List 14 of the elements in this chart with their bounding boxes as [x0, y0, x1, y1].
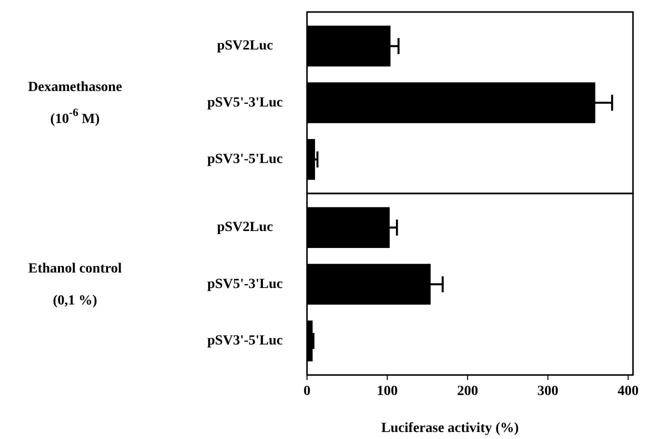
x-axis-title: Luciferase activity (%): [381, 421, 520, 436]
y-tick-label: pSV3'-5'Luc: [207, 152, 283, 167]
y-tick-label: pSV2Luc: [216, 38, 274, 54]
text: Ethanol control (0,1 %): [28, 260, 122, 308]
x-tick-label: 400: [618, 384, 639, 399]
y-tick-label: pSV3'-5'Luc: [207, 333, 283, 348]
x-tick-label: 0: [304, 384, 310, 399]
x-tick-label: 300: [537, 384, 558, 399]
x-tick-label: 200: [457, 384, 478, 399]
text: Dexamethasone (10$^{-6}$ M): [28, 79, 122, 126]
y-tick-label: pSV5'-3'Luc: [207, 276, 283, 292]
y-tick-label: pSV5'-3'Luc: [207, 95, 283, 110]
y-tick-label: pSV2Luc: [216, 220, 274, 236]
x-tick-label: 100: [376, 384, 398, 399]
